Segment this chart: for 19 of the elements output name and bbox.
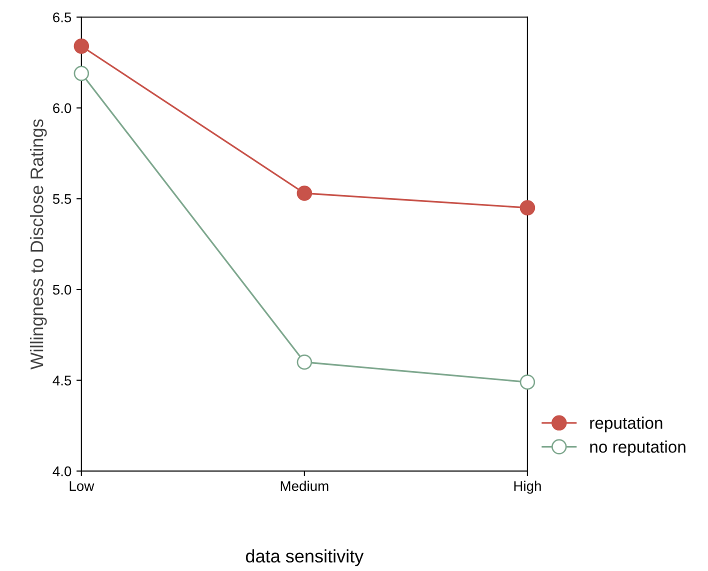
point (520, 374, 536, 390)
y-tick-label: 5.0 (52, 284, 72, 295)
x-tick-label: Low (70, 481, 94, 491)
point (74, 38, 90, 54)
y-tick-label: 5.5 (52, 194, 72, 204)
y-tick-label: 6.0 (53, 103, 72, 114)
y-tick-label: 4.0 (52, 466, 72, 476)
legend-label: reputation (590, 416, 662, 432)
x-tick-label: High (514, 480, 541, 494)
point (74, 66, 90, 82)
point (296, 186, 312, 201)
x-tick-label: Medium (280, 480, 328, 491)
legend-label: no reputation (590, 440, 686, 456)
x-axis-title: data sensitivity (246, 549, 364, 566)
point (520, 200, 536, 216)
y-tick-label: 4.5 (52, 376, 72, 386)
y-axis-title: Willingness to Disclose Ratings (30, 119, 47, 370)
y-tick-label: 6.5 (53, 12, 72, 22)
point (296, 354, 312, 370)
